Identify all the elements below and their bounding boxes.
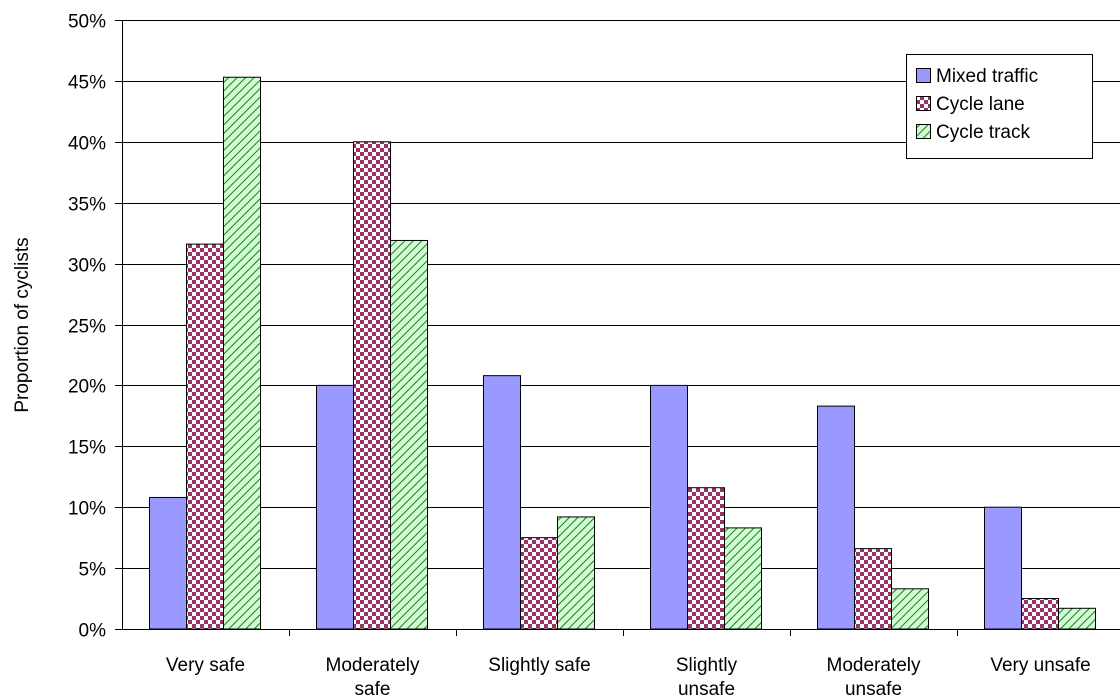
bar-cycle-track xyxy=(891,588,929,630)
legend-box xyxy=(906,54,1093,159)
bar-mixed-traffic xyxy=(483,375,521,630)
y-tick-label: 0% xyxy=(79,621,107,642)
y-tick-label: 5% xyxy=(79,560,107,581)
bar-mixed-traffic xyxy=(817,405,855,630)
y-tick-label: 25% xyxy=(68,317,106,338)
x-tick-label: unsafe xyxy=(845,679,902,700)
bar-cycle-lane xyxy=(854,548,892,630)
axis-labels: 0% 5% 10% 15% 20% 25% 30% 35% 40% 45% 50% Very safe… xyxy=(68,12,1091,700)
bar-cycle-track xyxy=(724,527,762,630)
x-tick-label: Moderately xyxy=(827,655,921,676)
legend-label: Cycle lane xyxy=(936,94,1025,115)
legend: Mixed traffic Cycle lane Cycle track xyxy=(906,54,1093,159)
x-tick-label: Moderately xyxy=(326,655,420,676)
bar-cycle-track xyxy=(390,239,428,630)
bar-cycle-lane xyxy=(1021,598,1059,630)
y-tick-label: 40% xyxy=(68,134,106,155)
legend-swatch xyxy=(916,96,931,111)
bar-mixed-traffic xyxy=(149,496,187,630)
legend-label: Cycle track xyxy=(936,122,1030,143)
x-tick-label: Very safe xyxy=(166,655,245,676)
bar-cycle-lane xyxy=(186,243,224,630)
y-tick-label: 30% xyxy=(68,256,106,277)
x-tick-label: safe xyxy=(355,679,391,700)
axes xyxy=(115,20,1120,636)
bar-cycle-lane xyxy=(520,537,558,630)
bar-mixed-traffic xyxy=(650,384,688,630)
y-tick-label: 50% xyxy=(68,12,106,33)
x-tick-label: Very unsafe xyxy=(990,655,1090,676)
gridlines xyxy=(122,20,1120,569)
x-tick-label: unsafe xyxy=(678,679,735,700)
bar-cycle-lane xyxy=(353,141,391,630)
bar-cycle-lane xyxy=(687,487,725,630)
x-tick-label: Slightly xyxy=(676,655,738,676)
legend-label: Mixed traffic xyxy=(936,66,1038,87)
y-tick-label: 10% xyxy=(68,499,106,520)
bar-cycle-track xyxy=(557,516,595,630)
x-tick-label: Slightly safe xyxy=(488,655,590,676)
y-tick-label: 20% xyxy=(68,377,106,398)
bar-cycle-track xyxy=(1058,607,1096,630)
y-axis-title: Proportion of cyclists xyxy=(12,237,33,412)
legend-swatch xyxy=(916,124,931,139)
bar-mixed-traffic xyxy=(316,384,354,630)
bars xyxy=(149,76,1096,630)
y-tick-label: 15% xyxy=(68,438,106,459)
y-tick-label: 45% xyxy=(68,73,106,94)
legend-swatch xyxy=(916,68,931,83)
y-tick-label: 35% xyxy=(68,195,106,216)
bar-cycle-track xyxy=(223,76,261,630)
bar-mixed-traffic xyxy=(984,506,1022,630)
